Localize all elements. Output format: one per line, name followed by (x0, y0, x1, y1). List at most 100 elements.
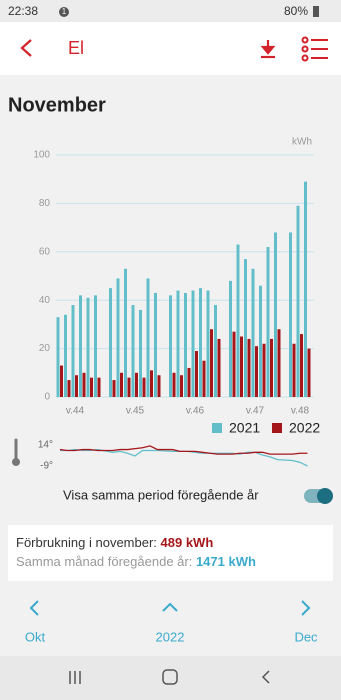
bar (277, 329, 281, 397)
bar (90, 377, 93, 397)
bar (251, 268, 255, 397)
bar-chart: 0 20 40 60 80 100 v.44 v.45 v.46 v.47 v.48 2021 2022 (33, 150, 320, 436)
bar (56, 317, 60, 397)
bar (169, 295, 172, 397)
bar (187, 367, 191, 397)
legend-swatch (272, 423, 282, 433)
month-heading: November (8, 94, 106, 116)
temperature-chart: 14° -9° (38, 440, 308, 472)
y-tick-label: 14° (38, 440, 53, 451)
bar (195, 351, 198, 397)
y-tick-label: -9° (40, 461, 53, 472)
system-nav (0, 656, 341, 700)
status-battery: 80% (284, 4, 308, 18)
bar (120, 372, 123, 397)
bar (67, 380, 71, 397)
bar (255, 346, 258, 397)
up-chevron[interactable] (162, 602, 178, 612)
bar (79, 295, 82, 397)
bar (71, 305, 75, 397)
bar (304, 181, 307, 397)
bar (259, 285, 262, 397)
bar (64, 314, 67, 397)
bar (135, 372, 138, 397)
bar (296, 205, 300, 397)
header-title: El (68, 38, 84, 58)
bar (199, 288, 202, 397)
bar (116, 278, 120, 397)
bar (292, 343, 296, 397)
toggle-knob[interactable] (317, 488, 333, 504)
bar (300, 334, 303, 397)
bar (191, 290, 195, 397)
y-tick-label: 20 (39, 343, 51, 354)
legend-label: 2022 (289, 420, 320, 436)
bar (307, 348, 311, 397)
bar (262, 343, 266, 397)
list-button[interactable] (301, 36, 329, 62)
y-tick-label: 0 (44, 392, 50, 403)
nav-next[interactable]: Dec (294, 629, 318, 644)
bar (172, 372, 176, 397)
download-button[interactable] (260, 40, 276, 59)
status-time: 22:38 (8, 4, 38, 18)
summary-card (8, 525, 333, 581)
bar (180, 375, 183, 397)
y-tick-label: 80 (39, 198, 51, 209)
battery-icon (313, 6, 319, 17)
bar (94, 295, 97, 397)
bar (127, 377, 131, 397)
badge-dot (59, 7, 69, 17)
x-tick-label: v.45 (126, 406, 145, 417)
toggle-label: Visa samma period föregående år (63, 487, 259, 502)
bar (240, 336, 243, 397)
summary-label: Förbrukning i november: (16, 535, 161, 550)
recents-button[interactable] (69, 671, 81, 684)
bar (217, 338, 221, 397)
y-tick-label: 40 (39, 295, 51, 306)
bar (131, 305, 135, 397)
bar (176, 290, 180, 397)
back-system-button[interactable] (261, 670, 270, 684)
bar (247, 338, 251, 397)
bar (146, 278, 150, 397)
x-tick-label: v.48 (291, 406, 310, 417)
bar (270, 338, 273, 397)
legend-swatch (212, 423, 222, 433)
y-tick-label: 60 (39, 246, 51, 257)
unit-label: kWh (292, 137, 312, 148)
bar (274, 232, 277, 397)
home-button[interactable] (162, 669, 178, 685)
next-chevron[interactable] (301, 600, 311, 616)
prev-chevron[interactable] (29, 600, 39, 616)
temperature-line (59, 445, 308, 455)
x-tick-label: v.47 (246, 406, 265, 417)
legend-label: 2021 (229, 420, 260, 436)
bar (97, 377, 101, 397)
bar (157, 375, 161, 397)
x-tick-label: v.46 (186, 406, 205, 417)
summary-value: 1471 kWh (196, 554, 256, 569)
nav-current[interactable]: 2022 (156, 629, 185, 644)
bar (154, 292, 157, 397)
nav-prev[interactable]: Okt (25, 629, 46, 644)
bar (112, 380, 116, 397)
summary-value: 489 kWh (161, 535, 214, 550)
bar (82, 372, 86, 397)
bar (206, 290, 210, 397)
summary-line-2: Samma månad föregående år: 1471 kWh (16, 554, 256, 569)
y-tick-label: 100 (33, 150, 50, 161)
bar (75, 375, 78, 397)
bar (124, 268, 127, 397)
thermometer-bulb (12, 458, 20, 466)
bar (236, 244, 240, 397)
summary-line-1: Förbrukning i november: 489 kWh (16, 535, 213, 550)
bar (60, 365, 63, 397)
bar (244, 259, 247, 397)
bar (86, 297, 90, 397)
status-badge: 1 (62, 7, 67, 16)
summary-label: Samma månad föregående år: (16, 554, 196, 569)
status-bar (0, 0, 341, 22)
back-button[interactable] (20, 39, 32, 57)
bar (210, 329, 213, 397)
